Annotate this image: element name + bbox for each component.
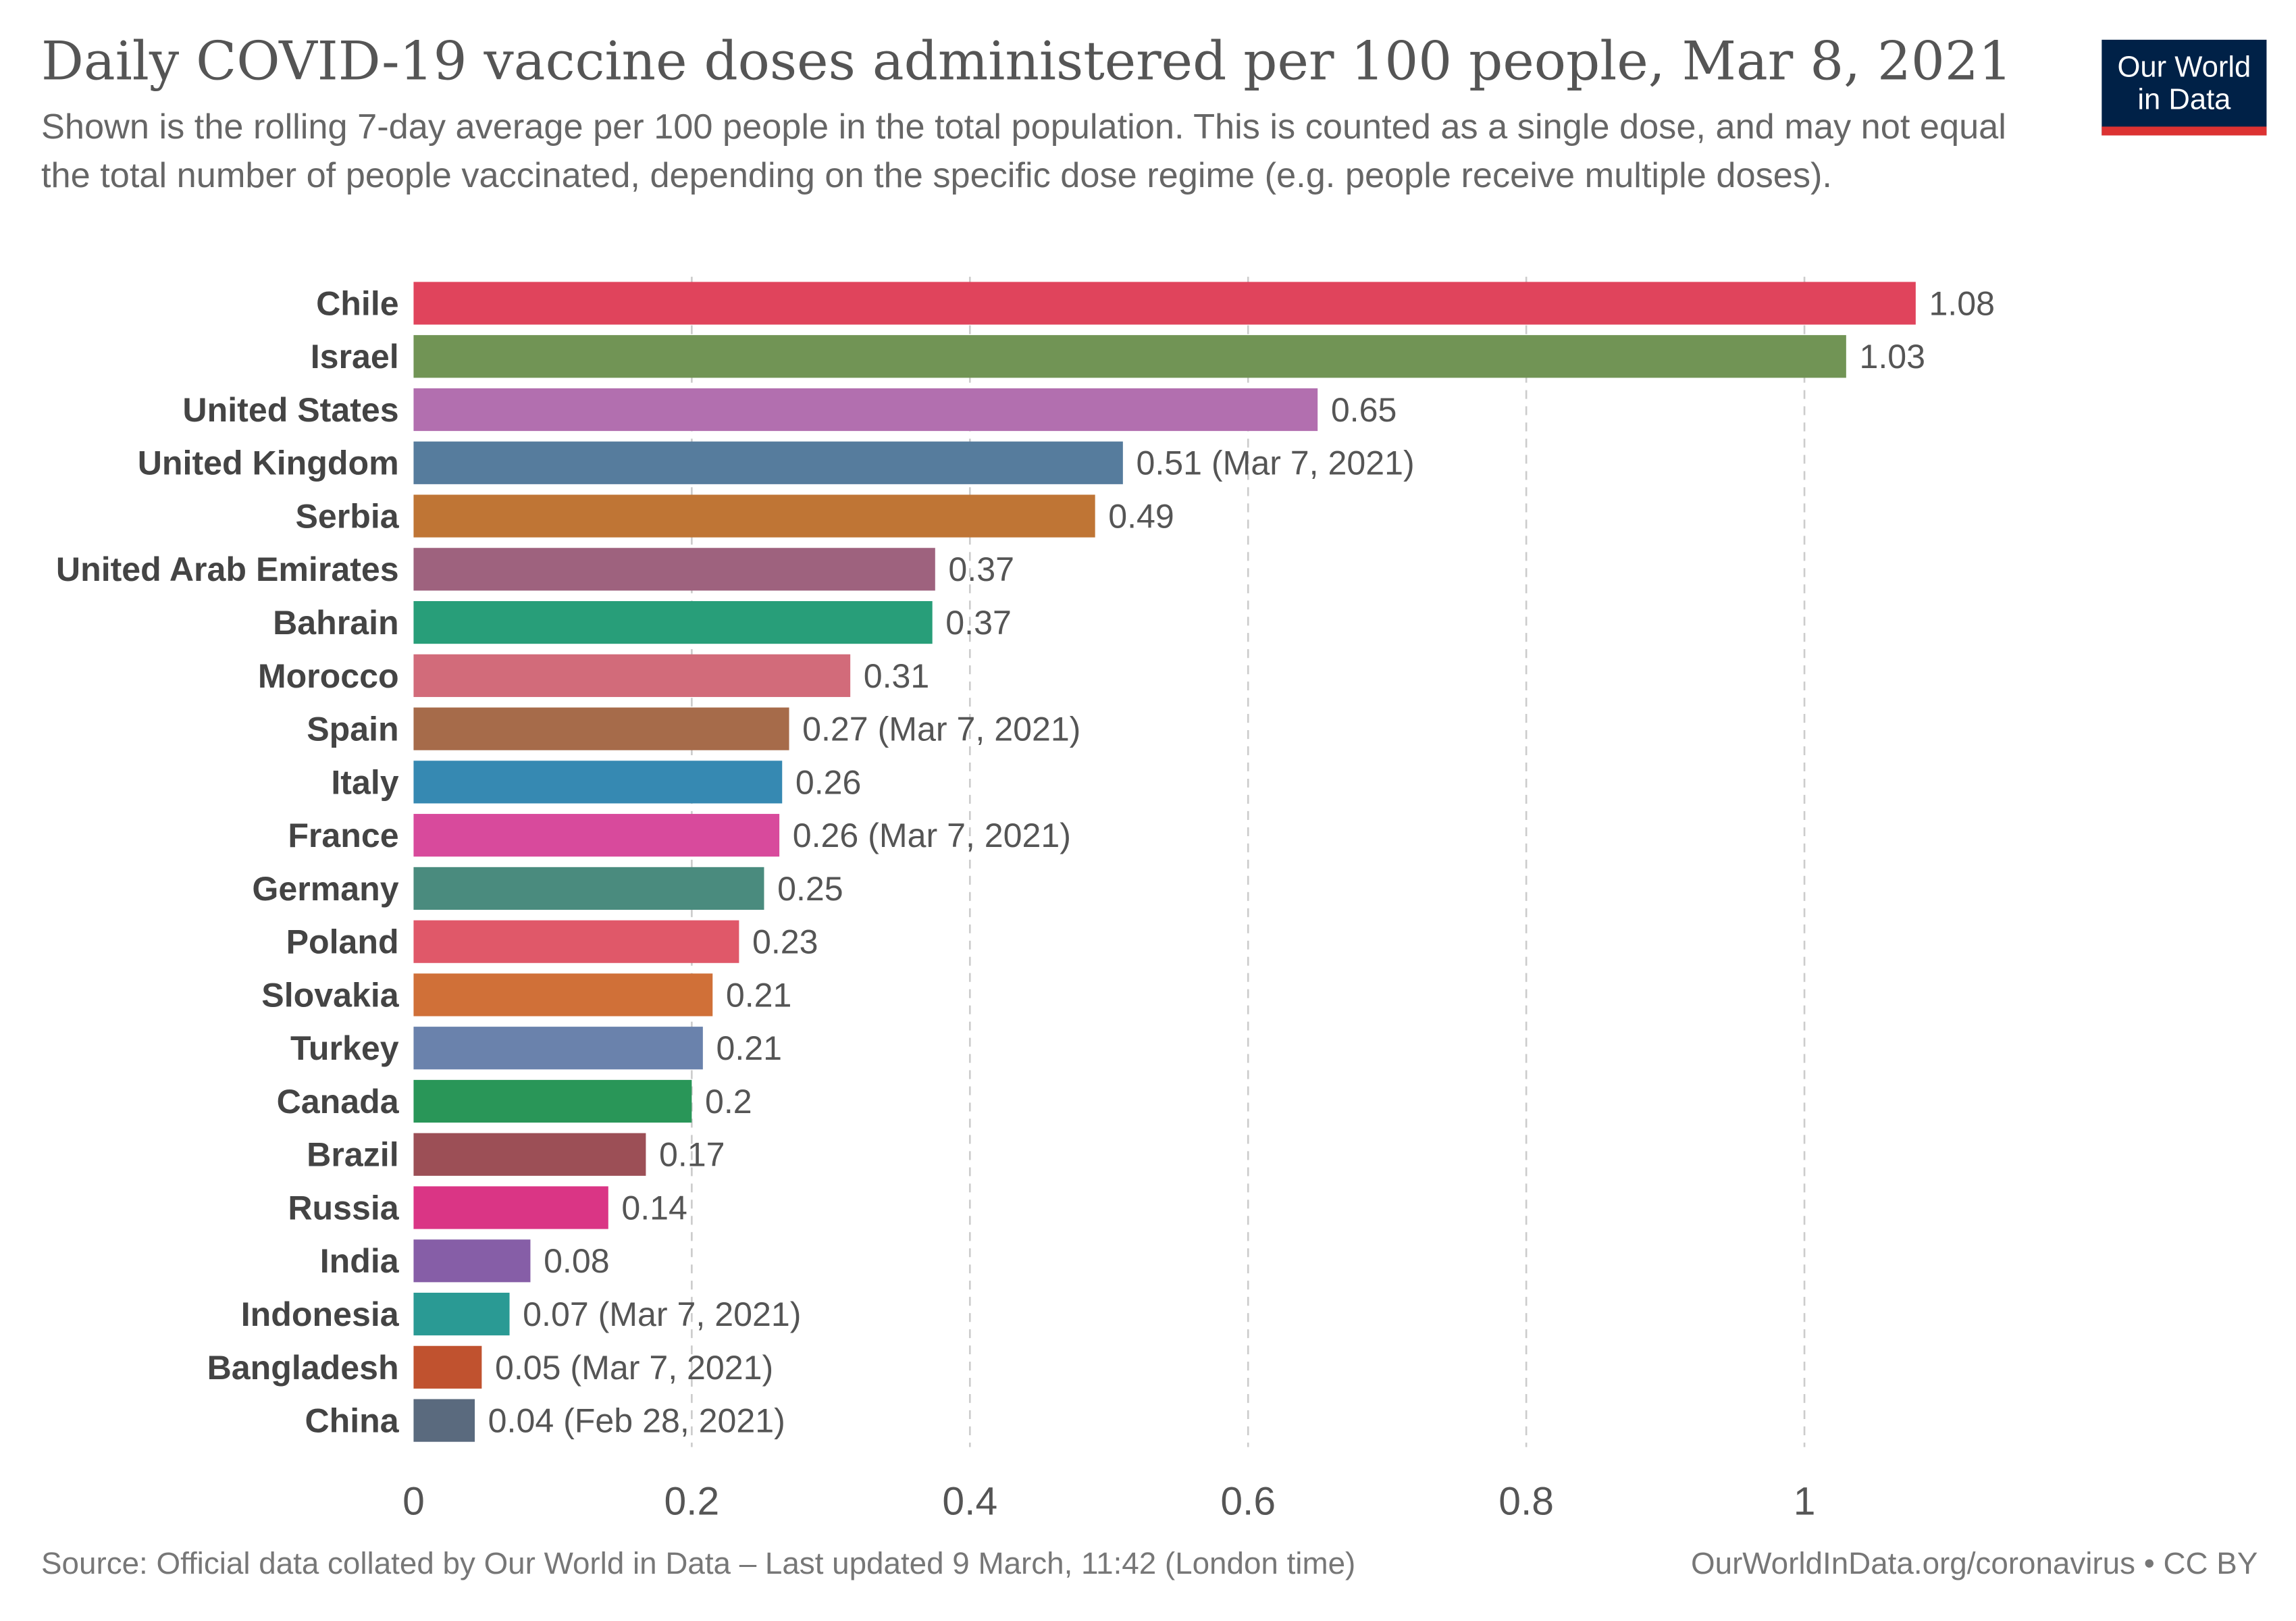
x-tick-label: 0.4 xyxy=(942,1480,997,1524)
category-label: Germany xyxy=(252,870,398,908)
bar-spain xyxy=(413,707,789,750)
value-label: 0.31 xyxy=(864,657,930,695)
owid-logo[interactable]: Our World in Data xyxy=(2102,39,2267,136)
value-label: 0.26 (Mar 7, 2021) xyxy=(793,817,1071,854)
category-label: Bahrain xyxy=(273,604,399,642)
category-label: Italy xyxy=(331,763,398,801)
category-label: United Arab Emirates xyxy=(56,550,399,588)
category-label: Canada xyxy=(277,1083,400,1121)
category-label: Serbia xyxy=(295,497,399,535)
value-label: 0.2 xyxy=(705,1083,752,1121)
bar-italy xyxy=(413,761,783,804)
chart-title: Daily COVID-19 vaccine doses administere… xyxy=(41,32,2012,93)
value-label: 0.51 (Mar 7, 2021) xyxy=(1136,444,1414,482)
x-tick-label: 0.6 xyxy=(1220,1480,1276,1524)
logo-line-2: in Data xyxy=(2137,84,2231,117)
value-label: 1.03 xyxy=(1859,338,1925,376)
category-label: China xyxy=(305,1402,399,1440)
x-tick-label: 0.2 xyxy=(664,1480,719,1524)
x-tick-label: 1 xyxy=(1794,1480,1816,1524)
value-label: 0.07 (Mar 7, 2021) xyxy=(523,1295,801,1333)
bar-russia xyxy=(413,1186,608,1229)
value-label: 0.17 xyxy=(659,1136,725,1174)
bar-israel xyxy=(413,335,1846,378)
source-link[interactable]: OurWorldInData.org/coronavirus • CC BY xyxy=(1691,1547,2258,1581)
value-label: 0.21 xyxy=(716,1029,782,1067)
value-label: 0.65 xyxy=(1331,391,1397,429)
bar-morocco xyxy=(413,654,851,697)
bar-united-kingdom xyxy=(413,441,1123,484)
category-label: Chile xyxy=(316,284,399,322)
bar-bahrain xyxy=(413,600,933,644)
x-tick-label: 0.8 xyxy=(1498,1480,1554,1524)
bar-indonesia xyxy=(413,1292,510,1336)
category-label: Morocco xyxy=(258,657,399,695)
source-note: Source: Official data collated by Our Wo… xyxy=(41,1547,1356,1581)
bar-france xyxy=(413,814,780,857)
bar-brazil xyxy=(413,1133,646,1176)
value-label: 0.23 xyxy=(752,923,818,961)
value-label: 0.49 xyxy=(1108,497,1174,535)
bar-slovakia xyxy=(413,973,713,1017)
category-label: Poland xyxy=(286,923,399,961)
bar-canada xyxy=(413,1079,692,1123)
value-label: 0.27 (Mar 7, 2021) xyxy=(802,711,1080,748)
value-label: 0.26 xyxy=(795,763,862,801)
logo-line-1: Our World xyxy=(2117,51,2251,84)
category-label: Spain xyxy=(307,711,398,748)
bar-poland xyxy=(413,920,739,963)
category-label: United States xyxy=(182,391,398,429)
bar-united-arab-emirates xyxy=(413,548,935,591)
value-label: 0.05 (Mar 7, 2021) xyxy=(495,1349,773,1387)
bar-bangladesh xyxy=(413,1345,482,1389)
value-label: 0.14 xyxy=(621,1189,687,1227)
category-label: France xyxy=(288,817,398,854)
bar-china xyxy=(413,1399,475,1442)
category-label: Indonesia xyxy=(241,1295,400,1333)
bar-serbia xyxy=(413,494,1095,538)
value-label: 0.25 xyxy=(777,870,843,908)
category-label: Turkey xyxy=(290,1029,399,1067)
category-label: Russia xyxy=(288,1189,399,1227)
bar-chile xyxy=(413,282,1916,325)
bar-germany xyxy=(413,867,764,910)
value-label: 0.21 xyxy=(726,976,792,1014)
category-label: Slovakia xyxy=(261,976,399,1014)
category-label: Israel xyxy=(311,338,399,376)
chart-subtitle: Shown is the rolling 7-day average per 1… xyxy=(41,107,2006,196)
bar-turkey xyxy=(413,1027,703,1070)
value-label: 1.08 xyxy=(1929,284,1995,322)
x-tick-label: 0 xyxy=(402,1480,425,1524)
value-label: 0.37 xyxy=(948,550,1014,588)
value-label: 0.37 xyxy=(945,604,1012,642)
value-label: 0.08 xyxy=(544,1242,610,1280)
category-label: Bangladesh xyxy=(207,1349,399,1387)
bar-united-states xyxy=(413,388,1318,432)
category-label: Brazil xyxy=(307,1136,398,1174)
category-label: India xyxy=(320,1242,400,1280)
value-label: 0.04 (Feb 28, 2021) xyxy=(488,1402,785,1440)
bar-india xyxy=(413,1239,531,1283)
category-label: United Kingdom xyxy=(138,444,399,482)
